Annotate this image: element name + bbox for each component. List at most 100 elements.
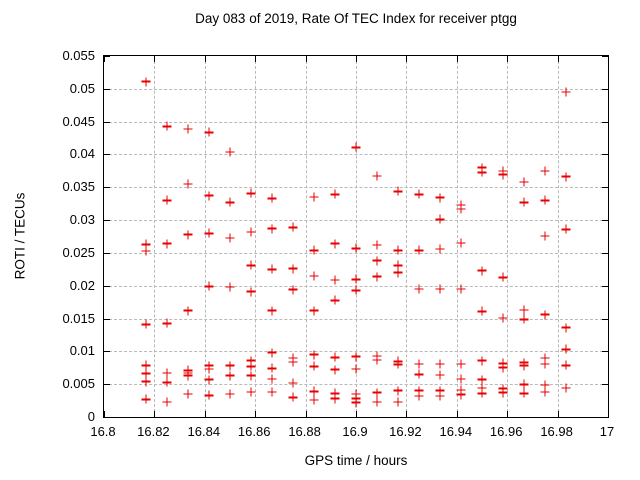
data-point-marker xyxy=(309,395,319,405)
data-point-marker xyxy=(246,356,256,366)
data-point-marker xyxy=(372,272,382,282)
data-point-marker xyxy=(519,177,529,187)
data-point-marker xyxy=(351,243,361,253)
data-point-marker xyxy=(393,186,403,196)
y-tick-mark xyxy=(602,88,608,90)
data-point-marker xyxy=(246,260,256,270)
data-point-marker xyxy=(141,239,151,249)
data-point-marker xyxy=(309,271,319,281)
data-point-marker xyxy=(372,240,382,250)
data-point-marker xyxy=(498,170,508,180)
y-tick-mark xyxy=(104,252,110,254)
x-gridline xyxy=(507,56,509,417)
data-point-marker xyxy=(498,363,508,373)
data-point-marker xyxy=(456,374,466,384)
data-point-marker xyxy=(456,238,466,248)
data-point-marker xyxy=(561,224,571,234)
data-point-marker xyxy=(246,188,256,198)
data-point-marker xyxy=(435,391,445,401)
data-point-marker xyxy=(204,281,214,291)
y-tick-mark xyxy=(602,384,608,386)
data-point-marker xyxy=(414,189,424,199)
data-point-marker xyxy=(519,314,529,324)
x-tick-mark xyxy=(608,56,609,62)
data-point-marker xyxy=(183,124,193,134)
data-point-marker xyxy=(519,388,529,398)
data-point-marker xyxy=(141,77,151,87)
y-gridline xyxy=(104,88,608,90)
x-tick-mark xyxy=(356,411,357,417)
data-point-marker xyxy=(435,359,445,369)
data-point-marker xyxy=(288,357,298,367)
data-point-marker xyxy=(309,306,319,316)
data-point-marker xyxy=(183,371,193,381)
y-tick-mark xyxy=(602,220,608,222)
data-point-marker xyxy=(267,348,277,358)
data-point-marker xyxy=(456,204,466,214)
x-tick-mark xyxy=(305,56,307,62)
data-point-marker xyxy=(225,282,235,292)
data-point-marker xyxy=(183,306,193,316)
data-point-marker xyxy=(351,274,361,284)
data-point-marker xyxy=(225,361,235,371)
y-gridline xyxy=(104,220,608,222)
data-point-marker xyxy=(519,379,529,389)
x-tick-mark xyxy=(204,56,206,62)
x-tick-label: 16.86 xyxy=(237,424,271,439)
y-tick-mark xyxy=(104,56,110,57)
data-point-marker xyxy=(351,285,361,295)
data-point-marker xyxy=(540,231,550,241)
data-point-marker xyxy=(540,310,550,320)
data-point-marker xyxy=(372,171,382,181)
x-tick-label: 16.88 xyxy=(288,424,321,439)
y-tick-label: 0.01 xyxy=(69,343,95,359)
y-tick-mark xyxy=(602,154,608,156)
x-tick-mark xyxy=(608,411,609,417)
data-point-marker xyxy=(372,355,382,365)
y-tick-mark xyxy=(104,154,110,156)
y-tick-mark xyxy=(104,220,110,222)
x-tick-mark xyxy=(456,56,458,62)
y-gridline xyxy=(104,384,608,386)
data-point-marker xyxy=(288,222,298,232)
y-tick-label: 0.045 xyxy=(62,113,95,129)
data-point-marker xyxy=(246,387,256,397)
data-point-marker xyxy=(393,245,403,255)
data-point-marker xyxy=(498,313,508,323)
data-point-marker xyxy=(456,385,466,395)
y-tick-mark xyxy=(104,88,110,90)
y-tick-label: 0.03 xyxy=(69,212,95,228)
y-tick-mark xyxy=(602,252,608,254)
data-point-marker xyxy=(393,359,403,369)
data-point-marker xyxy=(393,268,403,278)
data-point-marker xyxy=(393,386,403,396)
y-tick-mark xyxy=(602,285,608,287)
data-point-marker xyxy=(540,353,550,363)
data-point-marker xyxy=(162,195,172,205)
data-point-marker xyxy=(204,390,214,400)
y-tick-mark xyxy=(104,318,110,320)
data-point-marker xyxy=(162,318,172,328)
y-tick-label: 0.035 xyxy=(62,179,95,195)
data-point-marker xyxy=(561,344,571,354)
x-gridline xyxy=(557,56,559,417)
data-point-marker xyxy=(267,363,277,373)
x-tick-mark xyxy=(154,56,156,62)
y-axis-title: ROTI / TECUs xyxy=(12,192,28,280)
data-point-marker xyxy=(225,233,235,243)
data-point-marker xyxy=(204,127,214,137)
y-tick-mark xyxy=(602,417,608,418)
data-point-marker xyxy=(477,388,487,398)
data-point-marker xyxy=(267,264,277,274)
y-tick-mark xyxy=(104,351,110,353)
y-tick-mark xyxy=(104,417,110,418)
data-point-marker xyxy=(414,369,424,379)
data-point-marker xyxy=(225,147,235,157)
data-point-marker xyxy=(414,386,424,396)
data-point-marker xyxy=(498,358,508,368)
data-point-marker xyxy=(183,230,193,240)
data-point-marker xyxy=(351,142,361,152)
data-point-marker xyxy=(351,364,361,374)
data-point-marker xyxy=(498,388,508,398)
y-gridline xyxy=(104,187,608,189)
